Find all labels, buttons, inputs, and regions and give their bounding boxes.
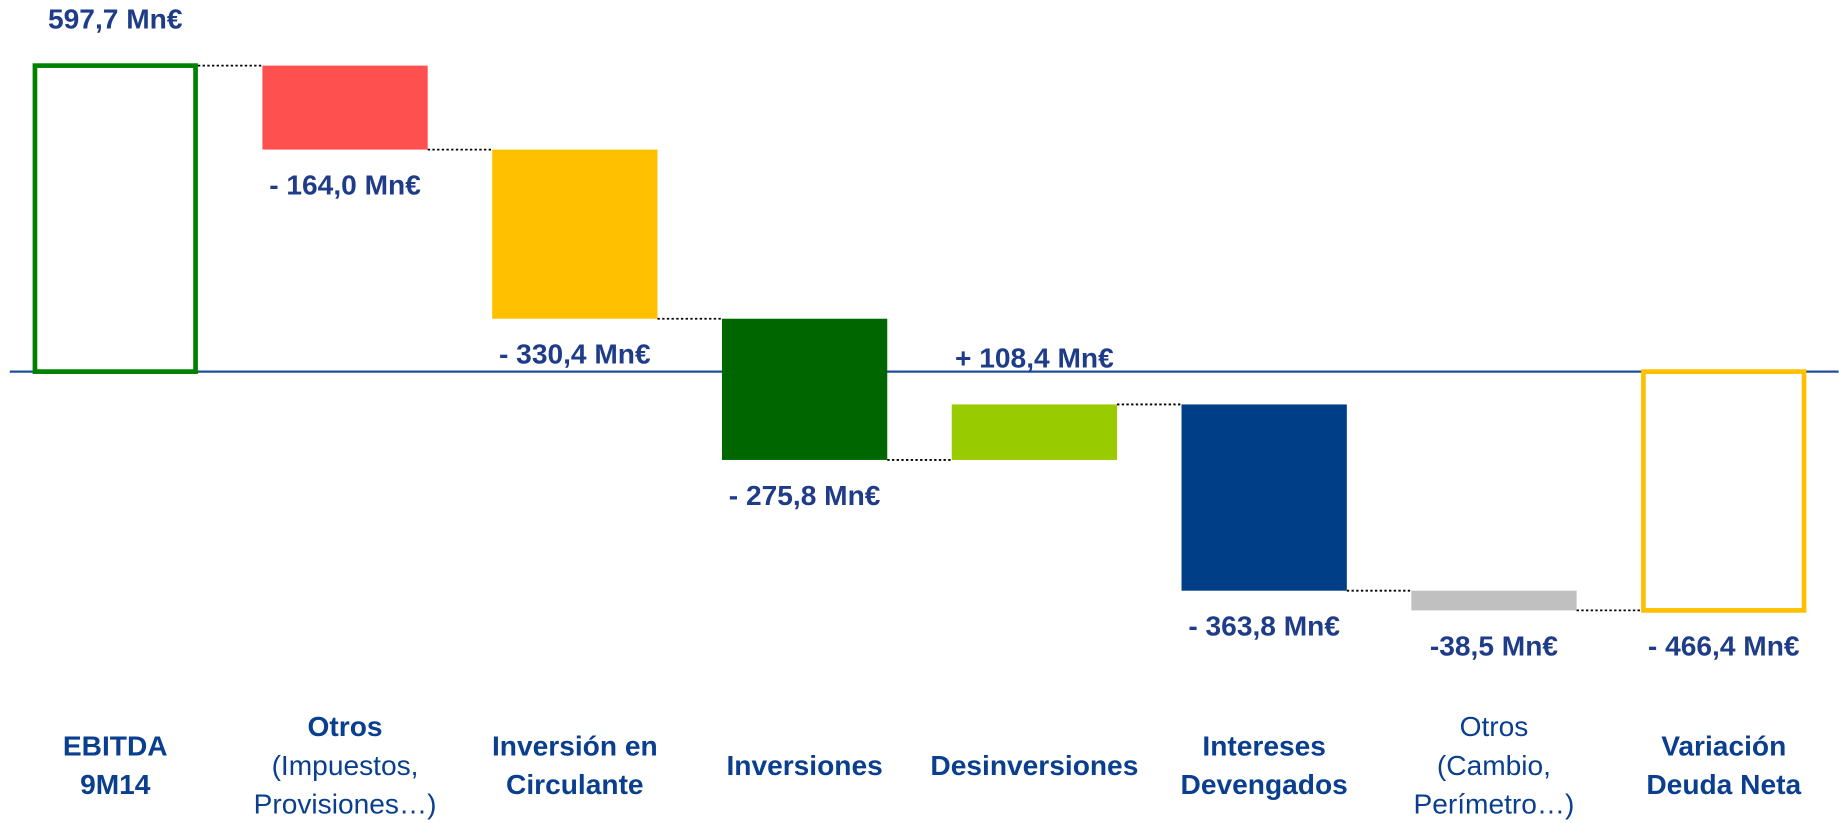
category-label: Inversión en Circulante <box>492 731 658 801</box>
bar <box>721 318 888 460</box>
category-label-line: Provisiones…) <box>254 789 437 820</box>
category-label: Inversiones <box>726 750 882 781</box>
category-label: Otros (Impuestos, Provisiones…) <box>254 712 437 820</box>
category-label: Otros (Cambio, Perímetro…) <box>1413 712 1574 820</box>
value-label: - 466,4 Mn€ <box>1648 630 1800 661</box>
value-label: + 108,4 Mn€ <box>955 342 1114 373</box>
category-label: Intereses Devengados <box>1181 731 1348 801</box>
category-label-line: Circulante <box>506 770 644 801</box>
value-label: - 275,8 Mn€ <box>729 480 881 511</box>
bar <box>951 404 1118 460</box>
category-label: EBITDA 9M14 <box>63 731 168 801</box>
value-label: 597,7 Mn€ <box>48 4 183 35</box>
total-bar <box>32 63 198 374</box>
category-label-line: Inversiones <box>726 750 882 781</box>
value-label: - 164,0 Mn€ <box>269 170 421 201</box>
category-label-line: Perímetro…) <box>1413 789 1574 820</box>
category-label-line: Deuda Neta <box>1646 770 1801 801</box>
category-label-line: Otros <box>308 712 383 743</box>
value-label: - 330,4 Mn€ <box>499 339 651 370</box>
bar <box>1411 590 1577 611</box>
category-label-line: Inversión en <box>492 731 658 762</box>
value-label: -38,5 Mn€ <box>1430 630 1559 661</box>
category-label-line: (Impuestos, <box>272 750 419 781</box>
total-bar <box>1641 369 1807 613</box>
category-label-line: Variación <box>1661 731 1786 762</box>
category-label-line: EBITDA <box>63 731 168 762</box>
bar <box>492 149 658 319</box>
bar <box>1181 404 1347 591</box>
category-label: Desinversiones <box>930 750 1138 781</box>
value-label: - 363,8 Mn€ <box>1188 611 1340 642</box>
bar <box>262 65 428 150</box>
category-label-line: Intereses <box>1202 731 1326 762</box>
category-label: Variación Deuda Neta <box>1646 731 1801 801</box>
category-label-line: (Cambio, <box>1437 750 1551 781</box>
category-label-line: 9M14 <box>80 770 151 801</box>
category-label-line: Devengados <box>1181 770 1348 801</box>
category-label-line: Otros <box>1460 712 1529 743</box>
category-label-line: Desinversiones <box>930 750 1138 781</box>
